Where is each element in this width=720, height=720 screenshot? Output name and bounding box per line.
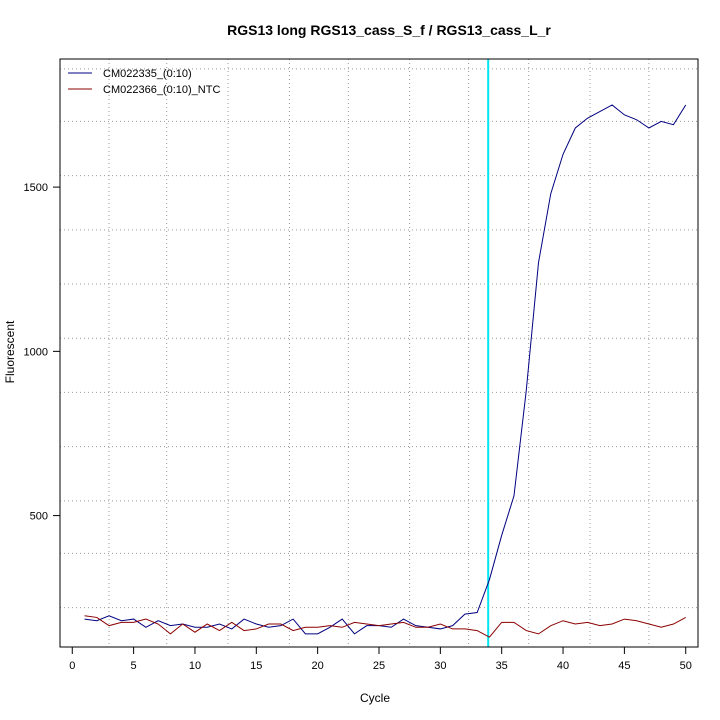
legend-label-1: CM022366_(0:10)_NTC bbox=[103, 84, 220, 96]
legend-label-0: CM022335_(0:10) bbox=[103, 68, 192, 80]
y-axis-label: Fluorescent bbox=[3, 320, 17, 383]
x-axis: 0 5 10 15 20 25 30 35 40 45 50 bbox=[69, 647, 692, 672]
plot-frame bbox=[59, 58, 699, 648]
x-axis-label: Cycle bbox=[360, 691, 390, 705]
x-tick-label-8: 40 bbox=[557, 660, 569, 672]
chart-title: RGS13 long RGS13_cass_S_f / RGS13_cass_L… bbox=[227, 22, 551, 38]
grid-lines bbox=[60, 59, 698, 647]
x-tick-label-1: 5 bbox=[131, 660, 137, 672]
y-tick-label-0: 500 bbox=[30, 511, 48, 523]
y-tick-label-1: 1000 bbox=[24, 346, 48, 358]
legend: CM022335_(0:10) CM022366_(0:10)_NTC bbox=[68, 68, 220, 96]
x-tick-label-2: 10 bbox=[189, 660, 201, 672]
x-tick-label-5: 25 bbox=[373, 660, 385, 672]
x-tick-label-0: 0 bbox=[69, 660, 75, 672]
y-tick-label-2: 1500 bbox=[24, 182, 48, 194]
x-tick-label-3: 15 bbox=[250, 660, 262, 672]
x-tick-label-9: 45 bbox=[618, 660, 630, 672]
x-tick-label-6: 30 bbox=[434, 660, 446, 672]
series-line-1 bbox=[84, 615, 686, 638]
x-tick-label-10: 50 bbox=[680, 660, 692, 672]
y-axis: 500 1000 1500 bbox=[24, 182, 60, 523]
series-line-0 bbox=[84, 104, 687, 635]
series-layer bbox=[84, 104, 687, 638]
x-tick-label-7: 35 bbox=[496, 660, 508, 672]
x-tick-label-4: 20 bbox=[312, 660, 324, 672]
